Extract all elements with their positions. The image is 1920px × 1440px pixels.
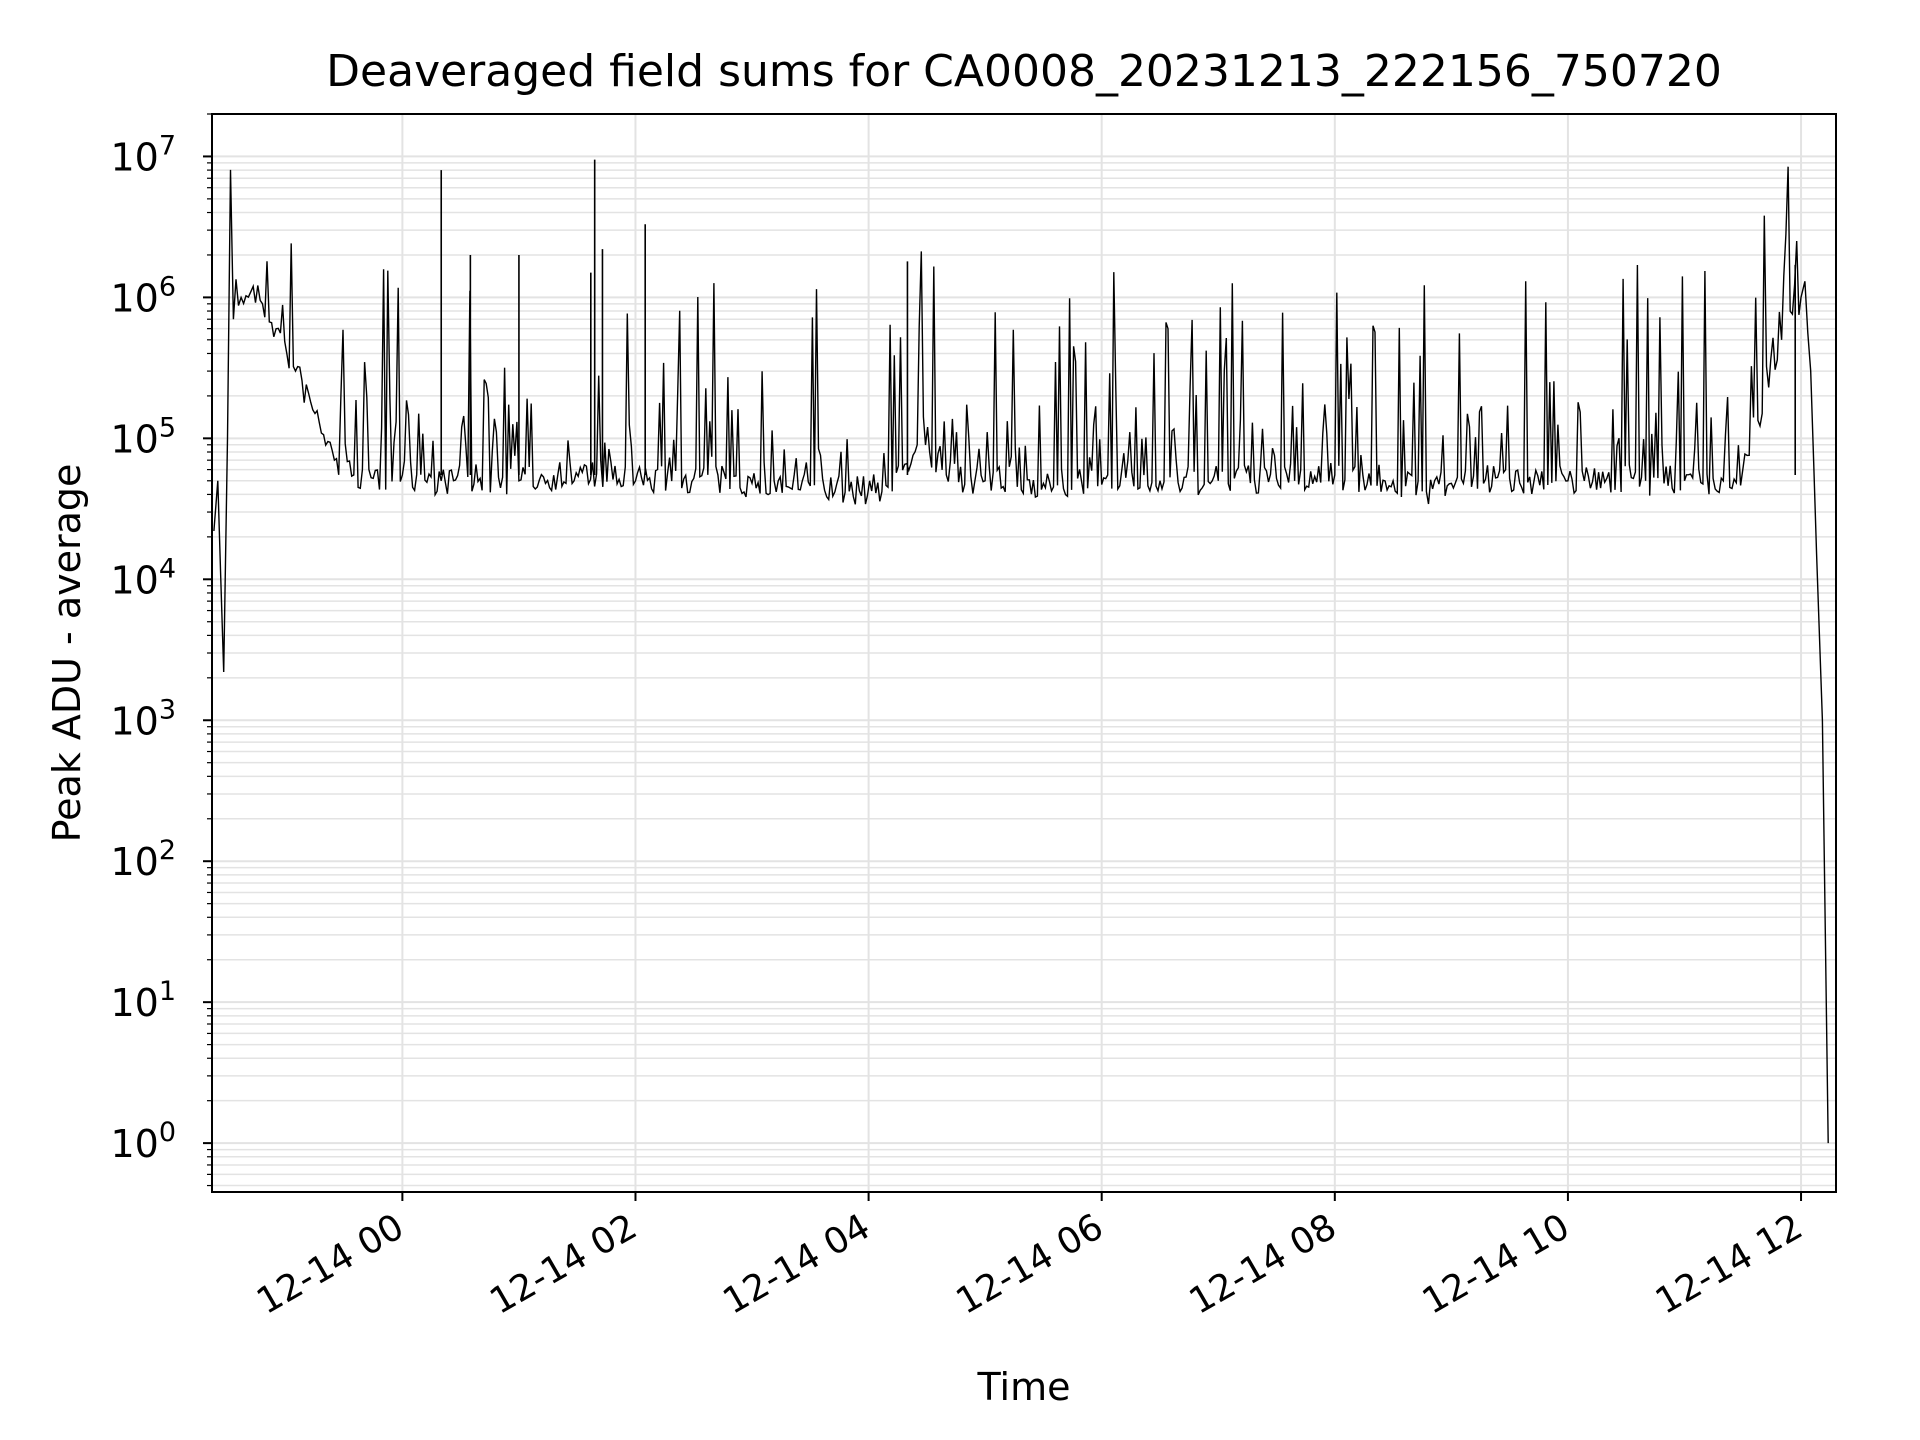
y-axis: 100 101 102 103 104 105 106 107: [110, 113, 212, 1187]
y-tick-label: 101: [110, 976, 176, 1025]
y-tick-label: 103: [110, 694, 176, 743]
y-axis-label: Peak ADU - average: [45, 464, 89, 843]
chart-title: Deaveraged field sums for CA0008_2023121…: [326, 46, 1722, 97]
series-layer: [213, 159, 1829, 1144]
y-tick-label: 102: [110, 835, 176, 884]
y-tick-label: 100: [110, 1117, 176, 1166]
y-tick-label: 105: [110, 412, 176, 461]
minor-gridlines: [212, 113, 1836, 1187]
x-axis-label: Time: [977, 1365, 1071, 1409]
series-line: [213, 166, 1829, 1144]
y-tick-label: 106: [110, 271, 176, 320]
y-tick-label: 107: [110, 130, 176, 179]
y-tick-label: 104: [110, 553, 176, 602]
